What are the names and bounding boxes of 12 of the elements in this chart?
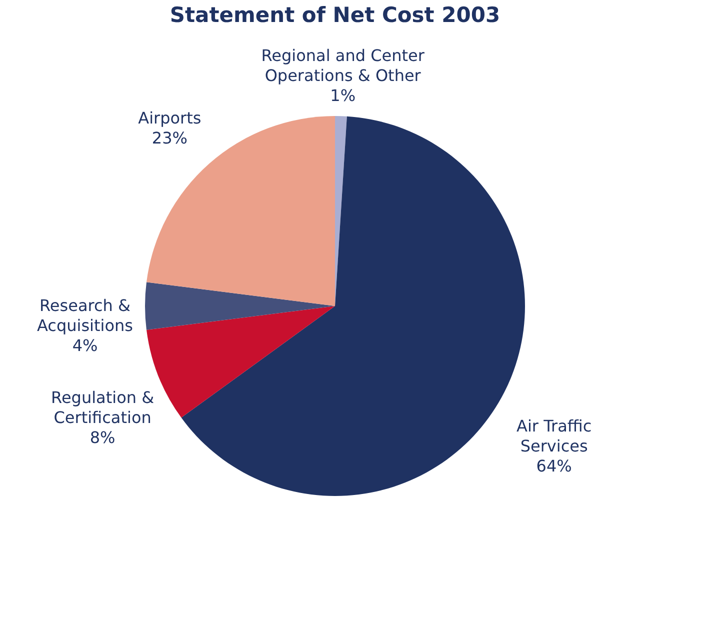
slice-label: Airports xyxy=(138,108,202,128)
pie-slice xyxy=(145,282,335,330)
data-label: 8% xyxy=(90,428,116,448)
data-label: 1% xyxy=(330,86,356,106)
slice-label: Regulation & Certification xyxy=(51,388,154,428)
slice-label: Regional and Center Operations & Other xyxy=(261,46,425,86)
data-label: 23% xyxy=(152,128,188,148)
chart-title: Statement of Net Cost 2003 xyxy=(170,3,500,27)
data-label: 64% xyxy=(536,456,572,476)
data-label: 4% xyxy=(72,336,98,355)
slice-label: Research & Acquisitions xyxy=(37,296,133,335)
slice-label: Air Traffic Services xyxy=(516,416,592,456)
